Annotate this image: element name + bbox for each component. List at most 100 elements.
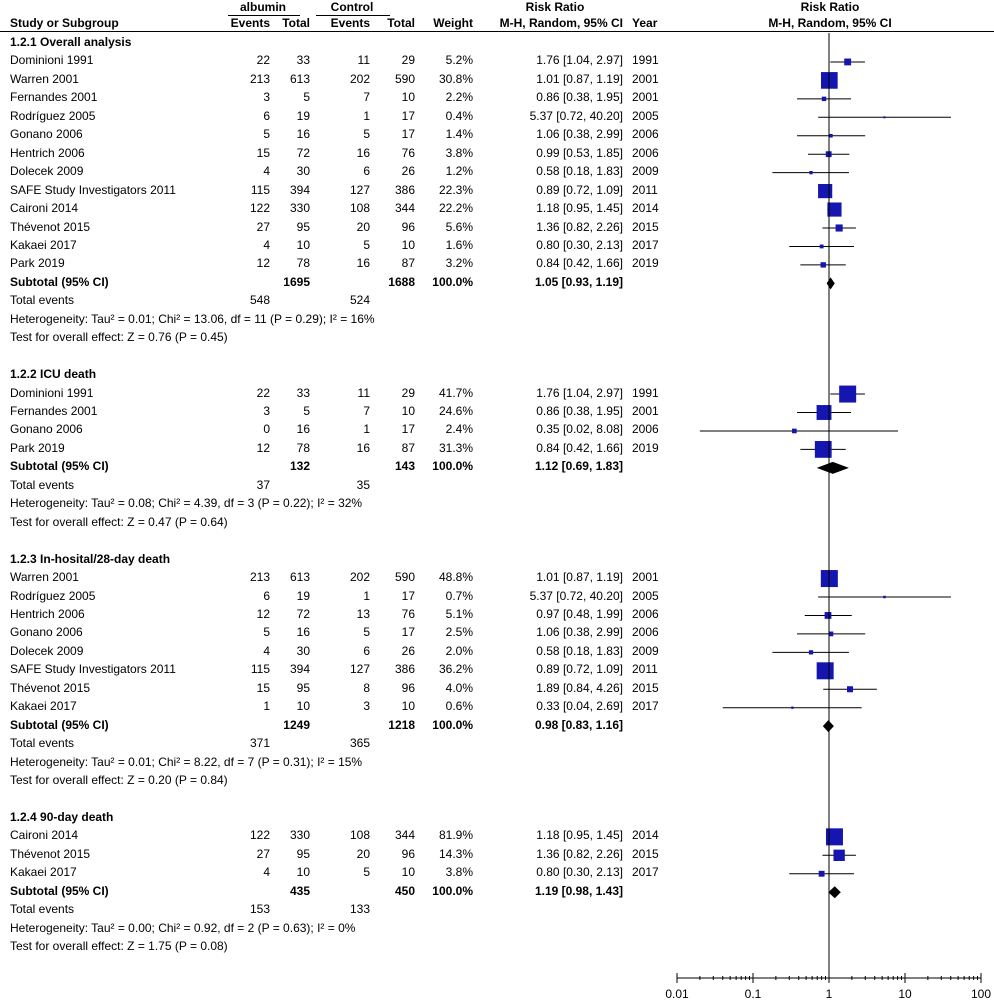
- heterogeneity-stats: Heterogeneity: Tau² = 0.00; Chi² = 0.92,…: [10, 920, 356, 935]
- events-albumin: 122: [249, 201, 270, 216]
- study-weight: 1.4%: [445, 127, 473, 142]
- study-weight: 0.7%: [445, 588, 473, 603]
- total-events-control: 365: [349, 736, 370, 751]
- study-effect-marker: [816, 405, 832, 420]
- events-control: 7: [363, 404, 370, 418]
- study-effect-marker: [814, 441, 832, 458]
- total-albumin: 72: [296, 145, 310, 160]
- events-control: 13: [356, 606, 370, 621]
- total-albumin: 330: [289, 201, 310, 216]
- study-year: 2009: [632, 164, 659, 179]
- header-plot-method: M-H, Random, 95% CI: [768, 16, 892, 30]
- study-weight: 2.5%: [445, 625, 473, 640]
- total-albumin: 10: [296, 699, 310, 714]
- total-albumin: 613: [289, 71, 310, 86]
- subtotal-total-control: 143: [394, 459, 415, 474]
- header-total-1: Total: [282, 16, 310, 30]
- total-albumin: 394: [289, 182, 310, 197]
- study-effect-marker: [818, 870, 825, 877]
- study-risk-ratio: 0.97 [0.48, 1.99]: [536, 606, 623, 621]
- study-effect-marker: [827, 202, 842, 217]
- study-risk-ratio: 1.89 [0.84, 4.26]: [536, 680, 623, 695]
- total-albumin: 78: [296, 256, 310, 271]
- events-control: 5: [363, 625, 370, 640]
- total-control: 17: [401, 625, 415, 640]
- total-events-control: 524: [349, 293, 370, 308]
- study-weight: 3.8%: [445, 145, 473, 160]
- study-effect-marker: [839, 385, 857, 403]
- events-control: 108: [349, 828, 370, 843]
- x-axis-tick-label: 1: [826, 987, 833, 1000]
- total-albumin: 72: [296, 606, 310, 621]
- subtotal-diamond: [822, 720, 834, 733]
- total-control: 26: [401, 643, 415, 658]
- study-weight: 2.0%: [445, 643, 473, 658]
- header-rr-method: M-H, Random, 95% CI: [499, 16, 623, 30]
- events-albumin: 4: [263, 164, 270, 179]
- total-control: 26: [401, 164, 415, 179]
- study-year: 2015: [632, 219, 659, 234]
- study-effect-marker: [825, 828, 843, 846]
- study-year: 2014: [632, 201, 659, 216]
- study-risk-ratio: 1.01 [0.87, 1.19]: [536, 570, 623, 585]
- total-control: 10: [401, 699, 415, 714]
- total-control: 17: [401, 422, 415, 437]
- study-name: Warren 2001: [10, 570, 79, 585]
- events-control: 16: [356, 256, 370, 271]
- total-control: 10: [401, 90, 415, 105]
- events-albumin: 5: [263, 625, 270, 640]
- subtotal-risk-ratio: 1.12 [0.69, 1.83]: [534, 459, 623, 474]
- study-weight: 5.6%: [445, 219, 473, 234]
- subtotal-label: Subtotal (95% CI): [10, 717, 109, 732]
- total-albumin: 30: [296, 164, 310, 179]
- events-albumin: 115: [250, 662, 270, 677]
- events-albumin: 5: [263, 127, 270, 142]
- events-control: 6: [363, 164, 370, 179]
- events-albumin: 4: [263, 643, 270, 658]
- events-control: 108: [349, 201, 370, 216]
- study-name: Thévenot 2015: [10, 680, 91, 695]
- events-albumin: 12: [256, 256, 270, 271]
- events-control: 6: [363, 643, 370, 658]
- study-effect-marker: [847, 686, 854, 693]
- subtotal-diamond: [828, 886, 841, 899]
- study-effect-marker: [818, 184, 833, 199]
- total-albumin: 5: [303, 404, 310, 418]
- events-control: 7: [363, 90, 370, 105]
- events-control: 127: [349, 182, 370, 197]
- study-weight: 36.2%: [438, 662, 473, 677]
- total-events-control: 133: [349, 902, 370, 917]
- study-risk-ratio: 1.76 [1.04, 2.97]: [536, 385, 623, 400]
- events-control: 11: [357, 385, 370, 400]
- total-albumin: 30: [296, 643, 310, 658]
- study-name: Warren 2001: [10, 71, 79, 86]
- total-albumin: 19: [296, 108, 310, 123]
- heterogeneity-stats: Heterogeneity: Tau² = 0.01; Chi² = 13.06…: [10, 311, 375, 326]
- events-albumin: 213: [249, 71, 270, 86]
- study-risk-ratio: 1.06 [0.38, 2.99]: [536, 625, 623, 640]
- study-year: 2017: [632, 237, 659, 252]
- total-control: 76: [401, 145, 415, 160]
- subgroup-title: 1.2.4 90-day death: [10, 809, 114, 824]
- subtotal-weight: 100.0%: [432, 274, 473, 289]
- study-year: 2001: [632, 404, 659, 418]
- events-albumin: 4: [263, 865, 270, 880]
- study-weight: 5.2%: [445, 53, 473, 68]
- subtotal-label: Subtotal (95% CI): [10, 883, 109, 898]
- subgroup-title: 1.2.3 In-hosital/28-day death: [10, 551, 171, 566]
- study-name: Park 2019: [10, 440, 65, 455]
- study-effect-marker: [883, 595, 886, 599]
- study-name: Rodríguez 2005: [10, 588, 96, 603]
- overall-effect-test: Test for overall effect: Z = 0.20 (P = 0…: [10, 773, 228, 787]
- study-effect-marker: [819, 244, 824, 249]
- subtotal-diamond: [826, 277, 835, 290]
- study-weight: 3.8%: [445, 865, 473, 880]
- events-control: 5: [363, 865, 370, 880]
- subtotal-total-albumin: 132: [289, 459, 310, 474]
- study-effect-marker: [844, 58, 852, 66]
- total-control: 590: [394, 71, 415, 86]
- events-albumin: 15: [256, 680, 270, 695]
- events-albumin: 15: [256, 145, 270, 160]
